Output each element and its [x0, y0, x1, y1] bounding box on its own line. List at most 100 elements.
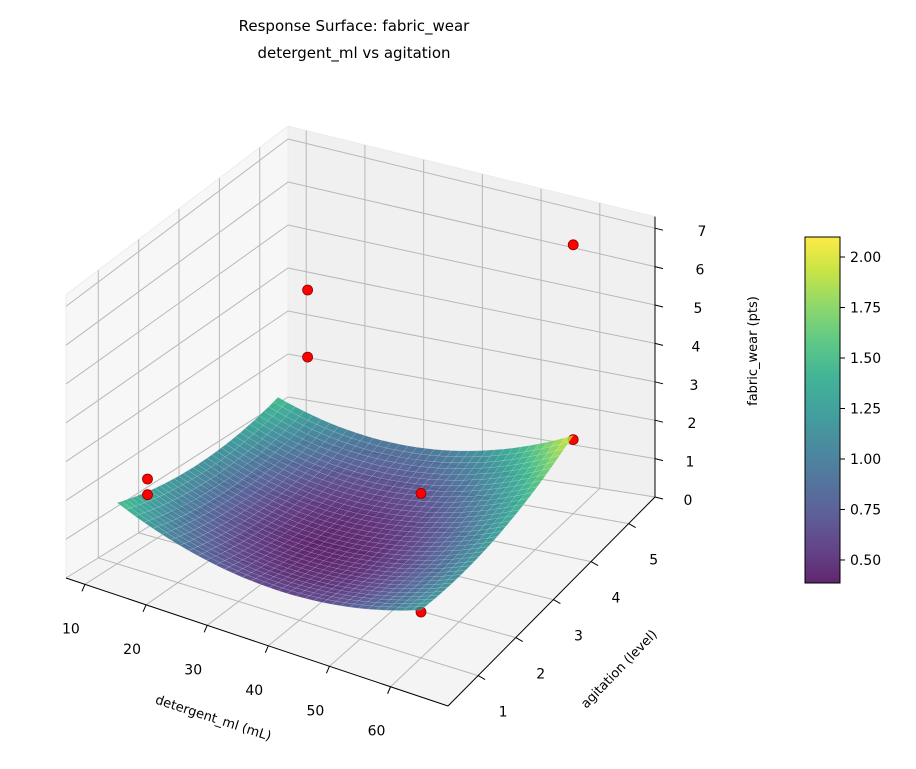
x-tick-mark: [81, 584, 86, 592]
back-wall-gridline: [287, 310, 656, 383]
data-point: [415, 487, 427, 499]
surface-patch: [469, 551, 485, 558]
surface-patch: [514, 498, 530, 507]
z-tick-label: 4: [692, 339, 701, 355]
data-point: [567, 239, 579, 251]
surface-patch: [411, 606, 427, 611]
y-tick-mark: [590, 561, 599, 567]
data-point: [142, 473, 153, 485]
left-wall-gridline: [65, 310, 289, 463]
back-wall-gridline: [287, 267, 656, 344]
y-tick-mark: [515, 637, 523, 643]
colorbar-tick-label: 0.75: [850, 503, 881, 519]
back-wall-gridline: [287, 353, 656, 421]
x-tick-label: 40: [245, 683, 263, 699]
z-tick-label: 6: [696, 263, 705, 279]
y-tick-mark: [477, 675, 486, 681]
surface-patch: [460, 560, 476, 568]
y-tick-mark: [628, 523, 636, 529]
z-tick-mark: [654, 381, 664, 385]
back-wall-gridline: [287, 181, 656, 268]
back-wall-gridline: [287, 224, 656, 306]
surface-patch: [550, 448, 565, 459]
colorbar-gradient: [804, 236, 841, 584]
colorbar-tick-label: 1.75: [850, 301, 881, 317]
z-tick-label: 5: [694, 301, 703, 317]
surface: [116, 396, 574, 611]
back-wall-gridline: [287, 396, 656, 460]
surface-patch: [505, 509, 521, 518]
surface-patch: [554, 441, 570, 452]
surface-patch: [532, 473, 547, 483]
x-tick-label: 10: [62, 621, 80, 637]
y-tick-label: 5: [649, 553, 658, 569]
chart-subtitle: detergent_ml vs agitation: [257, 44, 450, 63]
colorbar-tick-label: 1.25: [850, 402, 881, 418]
z-tick-label: 0: [684, 493, 693, 509]
colorbar-tick-label: 2.00: [850, 250, 881, 266]
axis-lines: [65, 216, 664, 707]
z-tick-mark: [654, 496, 664, 500]
x-axis-label: detergent_ml (mL): [153, 693, 273, 745]
z-tick-label: 2: [688, 416, 697, 432]
z-axis-label: fabric_wear (pts): [746, 296, 761, 406]
z-tick-label: 3: [690, 378, 699, 394]
left-wall-gridline: [65, 181, 289, 346]
x-tick-mark: [325, 666, 330, 674]
z-tick-label: 1: [686, 455, 695, 471]
y-axis-line: [447, 496, 656, 707]
surface-patch: [492, 525, 507, 534]
axis-panes: [64, 125, 657, 707]
x-tick-mark: [387, 686, 392, 694]
left-wall-gridline: [65, 224, 289, 385]
x-tick-mark: [142, 604, 147, 613]
z-tick-label: 7: [698, 224, 707, 240]
surface-patch: [501, 515, 516, 523]
points-front: [142, 239, 579, 501]
y-tick-label: 1: [499, 705, 508, 721]
left-wall-gridline: [65, 396, 289, 540]
surface-patch: [519, 492, 534, 501]
z-tick-mark: [654, 266, 664, 270]
surface-patch: [456, 565, 471, 572]
data-point: [302, 351, 314, 363]
x-tick-label: 20: [123, 642, 141, 658]
left-wall-gridline: [65, 267, 289, 424]
z-tick-mark: [654, 227, 664, 231]
y-tick-mark: [553, 599, 561, 605]
colorbar-tick-label: 1.50: [850, 351, 881, 367]
surface-patch: [442, 578, 458, 585]
colorbar: 0.50 0.75 1.00 1.25 1.50 1.75 2.00: [804, 236, 881, 584]
surface-patch: [546, 454, 561, 465]
back-wall-gridline: [287, 138, 656, 229]
y-axis-label: agitation (level): [578, 627, 660, 712]
surface-patch: [559, 435, 574, 446]
chart-title: Response Surface: fabric_wear: [239, 17, 471, 36]
floor-gridline: [98, 557, 479, 677]
y-tick-label: 3: [574, 629, 583, 645]
floor-gridline: [390, 488, 601, 688]
z-tick-mark: [654, 458, 664, 462]
surface-patch: [433, 586, 449, 593]
x-tick-mark: [203, 625, 208, 633]
y-tick-label: 4: [612, 591, 621, 607]
surface-patch: [429, 590, 445, 597]
z-tick-mark: [654, 342, 664, 346]
y-tick-label: 2: [536, 667, 545, 683]
z-tick-mark: [654, 419, 664, 423]
x-tick-mark: [264, 645, 269, 653]
data-point: [302, 284, 314, 296]
surface-patch: [438, 582, 454, 589]
x-tick-label: 60: [368, 724, 386, 740]
data-point: [142, 489, 153, 501]
surface-patch: [447, 574, 462, 581]
surface-patch: [451, 569, 467, 576]
z-tick-mark: [654, 304, 664, 308]
x-tick-label: 30: [184, 662, 202, 678]
x-tick-label: 50: [306, 703, 324, 719]
surface-patch: [541, 461, 556, 471]
colorbar-tick-label: 1.00: [850, 452, 881, 468]
left-wall-gridline: [65, 138, 289, 307]
colorbar-tick-label: 0.50: [850, 553, 881, 569]
